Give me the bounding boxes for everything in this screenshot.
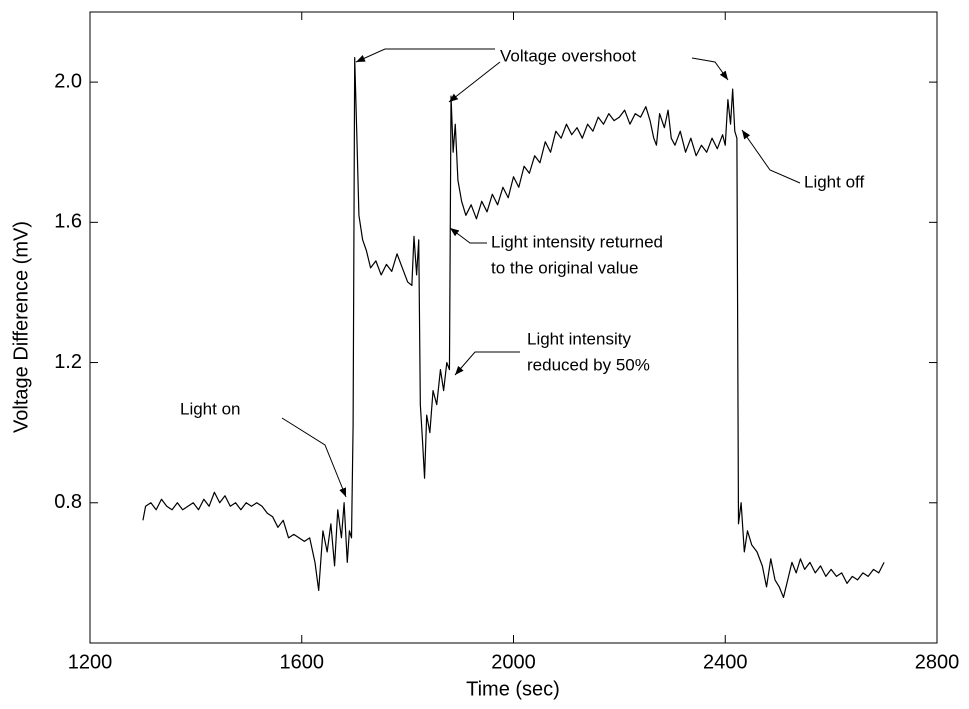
- y-tick-label: 0.8: [54, 491, 82, 513]
- annotation: reduced by 50%: [527, 355, 650, 374]
- annotation: Light on: [180, 399, 241, 418]
- annotation-arrow: [448, 61, 501, 103]
- y-tick-label: 1.2: [54, 351, 82, 373]
- x-tick-label: 1600: [280, 651, 325, 673]
- x-tick-label: 2800: [915, 651, 960, 673]
- annotation-arrow: [449, 227, 487, 244]
- x-tick-label: 1200: [68, 651, 113, 673]
- annotation: Light off: [804, 172, 864, 191]
- y-tick-label: 2.0: [54, 70, 82, 92]
- x-tick-label: 2000: [491, 651, 536, 673]
- y-tick-label: 1.6: [54, 211, 82, 233]
- annotation-arrow: [691, 57, 729, 81]
- annotation-arrow: [281, 417, 347, 498]
- annotation-arrow: [355, 48, 495, 63]
- data-line: [142, 56, 885, 599]
- x-axis-label: Time (sec): [466, 678, 560, 700]
- x-tick-label: 2400: [703, 651, 748, 673]
- annotation-arrow: [741, 129, 801, 184]
- annotation: Light intensity returned: [491, 232, 663, 251]
- annotation: Light intensity: [527, 329, 631, 348]
- annotation: Voltage overshoot: [500, 46, 636, 65]
- plot-frame: [89, 11, 938, 644]
- annotation-arrow: [454, 351, 520, 376]
- annotation: to the original value: [491, 258, 638, 277]
- y-axis-label: Voltage Difference (mV): [10, 221, 32, 433]
